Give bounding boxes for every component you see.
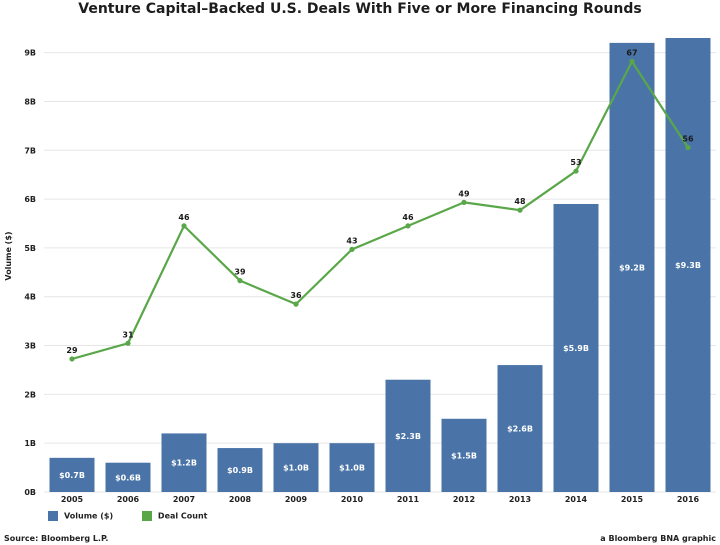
deal-count-point [237,278,243,284]
deal-count-point [181,223,187,229]
x-tick-label: 2007 [173,495,195,504]
deal-count-line [71,60,689,360]
legend-swatch-deal-count [141,511,152,521]
chart-title: Venture Capital–Backed U.S. Deals With F… [78,1,642,17]
x-tick-label: 2008 [229,495,252,504]
y-axis-label: Volume ($) [4,231,13,280]
legend-item-volume: Volume ($) [48,511,113,521]
deal-count-point [629,58,635,65]
y-tick-label: 8B [24,97,36,106]
deal-count-label: 46 [402,213,414,222]
x-tick-label: 2014 [565,495,588,504]
deal-count-label: 39 [234,268,246,277]
bar [273,443,319,492]
deal-count-label: 48 [514,197,526,206]
deal-count-point [69,356,75,362]
bar [385,379,431,492]
bar [105,462,151,492]
y-tick-label: 9B [24,49,36,58]
deal-count-label: 43 [346,236,357,245]
deal-count-label: 67 [626,48,637,57]
bar [497,365,543,492]
legend: Volume ($) Deal Count [48,511,234,521]
bar-value-label: $2.6B [507,425,533,434]
deal-count-point [517,207,523,213]
deal-count-label: 53 [570,158,581,167]
deal-count-label: 29 [66,346,78,355]
bar-value-label: $0.6B [115,473,141,482]
y-tick-label: 1B [24,439,36,448]
x-tick-label: 2009 [285,495,308,504]
legend-label-volume: Volume ($) [64,511,114,521]
bar [553,203,599,492]
bar [329,443,375,492]
bar-value-label: $0.9B [227,466,253,475]
bar-value-label: $1.2B [171,459,197,468]
source-note: Source: Bloomberg L.P. [4,534,109,543]
deal-count-label: 36 [290,291,302,300]
bar-value-label: $0.7B [59,471,85,480]
deal-count-point [405,223,411,229]
bar-value-label: $2.3B [395,432,421,441]
credit-note: a Bloomberg BNA graphic [600,534,716,543]
deal-count-point [349,246,355,252]
deal-count-point [461,199,467,205]
bar [217,448,263,492]
bar-value-label: $9.3B [675,261,701,270]
deal-count-label: 56 [682,135,694,144]
x-tick-label: 2012 [453,495,475,504]
x-tick-label: 2006 [117,495,140,504]
y-tick-label: 6B [24,195,36,204]
y-tick-label: 7B [24,146,36,155]
deal-count-point [685,144,691,151]
x-tick-label: 2010 [341,495,364,504]
bar [441,418,487,492]
bar-value-label: $1.5B [451,451,477,460]
deal-count-label: 31 [122,330,134,339]
bar [161,433,207,492]
x-tick-label: 2013 [509,495,531,504]
deal-count-point [573,168,579,174]
y-tick-label: 3B [24,342,36,351]
x-tick-label: 2015 [621,495,644,504]
legend-swatch-volume [48,511,58,521]
y-tick-label: 2B [24,390,36,399]
deal-count-label: 46 [178,213,190,222]
legend-item-deal-count: Deal Count [141,511,208,521]
y-tick-label: 4B [24,293,36,302]
deal-count-point [125,340,131,346]
x-tick-label: 2011 [397,495,420,504]
bar-value-label: $5.9B [563,344,589,353]
legend-label-deal-count: Deal Count [157,511,208,521]
deal-count-point [293,301,299,307]
bar-value-label: $1.0B [339,464,365,473]
bar [49,457,95,492]
y-tick-label: 5B [24,244,36,253]
bar [609,42,655,493]
x-tick-label: 2005 [61,495,84,504]
x-tick-label: 2016 [677,495,700,504]
bar-value-label: $9.2B [619,263,645,272]
deal-count-label: 49 [458,189,470,198]
y-tick-label: 0B [24,488,36,497]
bar-value-label: $1.0B [283,464,309,473]
bar [665,38,711,492]
